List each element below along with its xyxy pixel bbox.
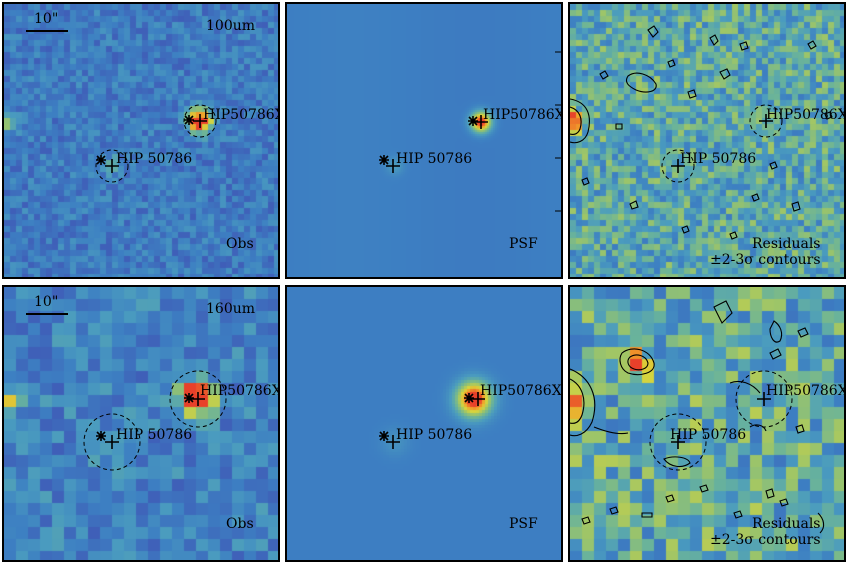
aperture-circle: [95, 149, 129, 183]
overlay-160um-res: [570, 300, 825, 534]
source-markers: [96, 114, 207, 173]
source-label-hip50786: HIP 50786: [680, 151, 757, 167]
source-label-hip50786: HIP 50786: [116, 427, 193, 443]
contours-label: ±2-3σ contours: [710, 532, 821, 548]
source-label-hip50786x: HIP50786X: [203, 107, 280, 123]
source-markers: [379, 392, 485, 449]
aperture-circle: [83, 413, 141, 471]
overlay-100um-psf: [379, 51, 561, 212]
panel-100um-residuals: HIP50786X HIP 50786 Residuals ±2-3σ cont…: [568, 2, 846, 279]
overlay-100um-obs: [26, 30, 217, 183]
obs-image-100um: [4, 4, 278, 277]
panel-160um-obs: 10" 160um HIP50786X HIP 50786 Obs: [2, 285, 280, 562]
panel-100um-psf: HIP50786X HIP 50786 PSF: [285, 2, 563, 279]
source-label-hip50786x: HIP50786X: [483, 107, 563, 123]
residual-contours: [570, 25, 833, 240]
overlay-100um-res: [570, 25, 833, 240]
panel-label: Obs: [226, 516, 254, 532]
panel-label: Obs: [226, 236, 254, 252]
panel-label: PSF: [509, 516, 538, 532]
aperture-circle: [649, 413, 707, 471]
panel-160um-residuals: HIP50786X HIP 50786 Residuals ±2-3σ cont…: [568, 285, 846, 562]
residuals-label: Residuals: [752, 516, 821, 532]
aperture-circle: [169, 370, 227, 428]
source-label-hip50786x: HIP50786X: [766, 107, 846, 123]
obs-image-160um: [4, 287, 278, 560]
psf-image-100um: [287, 4, 561, 277]
scale-bar-label: 10": [34, 294, 59, 310]
overlay-160um-psf: [379, 392, 485, 449]
residual-image-100um: [570, 4, 844, 277]
panel-100um-obs: 10" 100um HIP50786X HIP 50786 Obs: [2, 2, 280, 279]
source-markers: [671, 392, 771, 449]
source-markers: [671, 114, 773, 173]
tick-marks: [555, 51, 561, 212]
aperture-circle: [749, 104, 783, 138]
residuals-label: Residuals: [752, 236, 821, 252]
source-markers: [379, 115, 488, 173]
scale-bar-label: 10": [34, 11, 59, 27]
psf-image-160um: [287, 287, 561, 560]
overlay-160um-obs: [26, 313, 227, 471]
source-label-hip50786x: HIP50786X: [766, 383, 846, 399]
band-label: 100um: [206, 18, 256, 34]
source-label-hip50786: HIP 50786: [396, 427, 473, 443]
residual-contours: [570, 300, 825, 534]
source-label-hip50786x: HIP50786X: [480, 383, 562, 399]
source-label-hip50786: HIP 50786: [116, 151, 193, 167]
aperture-circle: [661, 149, 695, 183]
contours-label: ±2-3σ contours: [710, 252, 821, 268]
band-label: 160um: [206, 301, 256, 317]
source-label-hip50786: HIP 50786: [396, 151, 473, 167]
source-markers: [96, 392, 205, 449]
panel-label: PSF: [509, 236, 538, 252]
aperture-circle: [183, 104, 217, 138]
source-label-hip50786: HIP 50786: [670, 427, 747, 443]
source-label-hip50786x: HIP50786X: [200, 383, 280, 399]
panel-160um-psf: HIP50786X HIP 50786 PSF: [285, 285, 563, 562]
